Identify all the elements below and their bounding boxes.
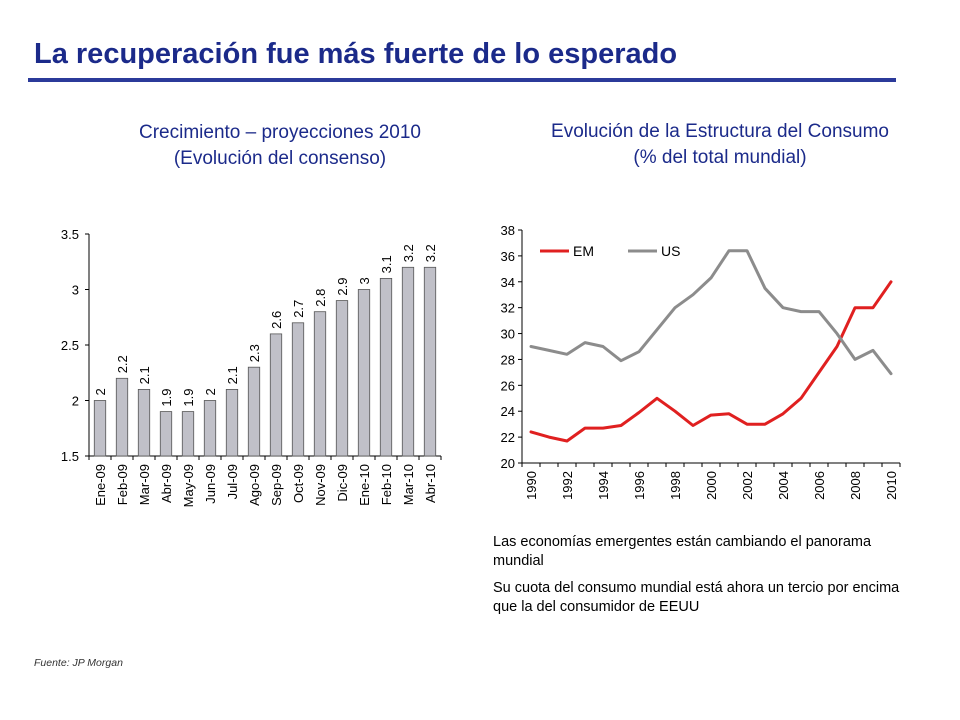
bar xyxy=(401,266,415,457)
bar-category-label: Abr-10 xyxy=(423,464,438,503)
line-x-tick-label: 2002 xyxy=(740,471,755,500)
note-2: Su cuota del consumo mundial está ahora … xyxy=(493,580,900,615)
line-x-tick-label: 1998 xyxy=(668,471,683,500)
bar-data-label: 2.1 xyxy=(225,366,240,384)
commentary: Las economías emergentes están cambiando… xyxy=(493,533,923,625)
source-note: Fuente: JP Morgan xyxy=(34,657,123,669)
right-chart-subtitle: Evolución de la Estructura del Consumo (… xyxy=(500,119,940,171)
bar-category-label: Mar-09 xyxy=(137,464,152,505)
bar-category-label: Sep-09 xyxy=(269,464,284,506)
bar xyxy=(181,411,195,457)
line-x-tick-label: 2008 xyxy=(848,471,863,500)
bar-data-label: 1.9 xyxy=(159,389,174,407)
legend-label-em: EM xyxy=(573,243,594,259)
line-x-tick-label: 1996 xyxy=(632,471,647,500)
bar-category-label: Feb-09 xyxy=(115,464,130,505)
bar-data-label: 3.1 xyxy=(379,255,394,273)
series-line-em xyxy=(529,280,893,443)
bar xyxy=(335,300,349,457)
bar-data-label: 2.7 xyxy=(291,300,306,318)
bar-data-label: 2.2 xyxy=(115,355,130,373)
line-y-tick-label: 26 xyxy=(501,378,515,393)
line-y-tick-label: 24 xyxy=(501,404,515,419)
bar-data-label: 2.3 xyxy=(247,344,262,362)
bar-y-tick-label: 3 xyxy=(72,283,79,298)
line-x-tick-label: 1994 xyxy=(596,471,611,500)
bar-category-label: Ago-09 xyxy=(247,464,262,506)
bar-category-label: Ene-10 xyxy=(357,464,372,506)
line-y-tick-label: 36 xyxy=(501,249,515,264)
line-y-tick-label: 32 xyxy=(501,301,515,316)
right-subtitle-line-1: Evolución de la Estructura del Consumo xyxy=(551,121,889,142)
bar-category-label: May-09 xyxy=(181,464,196,507)
bar-y-tick-label: 1.5 xyxy=(61,449,79,464)
bar-data-label: 2.8 xyxy=(313,289,328,307)
bar-y-tick-label: 3.5 xyxy=(61,227,79,242)
bar xyxy=(291,322,305,457)
bar-data-label: 2.6 xyxy=(269,311,284,329)
bar xyxy=(93,400,107,457)
bar xyxy=(159,411,173,457)
bar xyxy=(269,333,283,457)
series-line-us xyxy=(529,249,893,376)
bar-data-label: 3 xyxy=(357,277,372,284)
line-x-tick-label: 1990 xyxy=(524,471,539,500)
bar-data-label: 2 xyxy=(93,388,108,395)
bar-data-label: 1.9 xyxy=(181,389,196,407)
line-y-tick-label: 20 xyxy=(501,456,515,471)
bar-data-label: 3.2 xyxy=(423,244,438,262)
bar xyxy=(225,388,239,457)
bar-y-tick-label: 2.5 xyxy=(61,338,79,353)
bar xyxy=(423,266,437,457)
bar-category-label: Dic-09 xyxy=(335,464,350,502)
bar-data-label: 3.2 xyxy=(401,244,416,262)
bar-category-label: Feb-10 xyxy=(379,464,394,505)
line-x-tick-label: 1992 xyxy=(560,471,575,500)
note-1: Las economías emergentes están cambiando… xyxy=(493,534,872,569)
left-subtitle-line-1: Crecimiento – proyecciones 2010 xyxy=(139,122,421,143)
bar-y-tick-label: 2 xyxy=(72,394,79,409)
bar-category-label: Jun-09 xyxy=(203,464,218,504)
bar xyxy=(357,289,371,457)
line-x-tick-label: 2006 xyxy=(812,471,827,500)
bar-category-label: Ene-09 xyxy=(93,464,108,506)
bar-category-label: Mar-10 xyxy=(401,464,416,505)
right-subtitle-line-2: (% del total mundial) xyxy=(633,147,807,168)
legend-label-us: US xyxy=(661,243,680,259)
bar xyxy=(137,388,151,457)
line-y-tick-label: 28 xyxy=(501,352,515,367)
line-y-tick-label: 34 xyxy=(501,275,515,290)
line-y-tick-label: 22 xyxy=(501,430,515,445)
bar xyxy=(313,311,327,457)
left-chart-subtitle: Crecimiento – proyecciones 2010 (Evoluci… xyxy=(90,120,470,172)
bar xyxy=(247,366,261,457)
bar-category-label: Oct-09 xyxy=(291,464,306,503)
bar-category-label: Abr-09 xyxy=(159,464,174,503)
line-y-tick-label: 30 xyxy=(501,327,515,342)
bar-data-label: 2.9 xyxy=(335,278,350,296)
bar xyxy=(203,400,217,457)
bar-category-label: Nov-09 xyxy=(313,464,328,506)
line-x-tick-label: 2010 xyxy=(884,471,899,500)
bar xyxy=(115,377,129,457)
bar-category-label: Jul-09 xyxy=(225,464,240,499)
page-title: La recuperación fue más fuerte de lo esp… xyxy=(34,38,678,70)
line-y-tick-label: 38 xyxy=(501,223,515,238)
bar xyxy=(379,277,393,457)
bar-data-label: 2.1 xyxy=(137,366,152,384)
left-subtitle-line-2: (Evolución del consenso) xyxy=(173,148,387,169)
line-x-tick-label: 2004 xyxy=(776,471,791,500)
title-underline xyxy=(28,78,896,82)
line-x-tick-label: 2000 xyxy=(704,471,719,500)
bar-data-label: 2 xyxy=(203,388,218,395)
